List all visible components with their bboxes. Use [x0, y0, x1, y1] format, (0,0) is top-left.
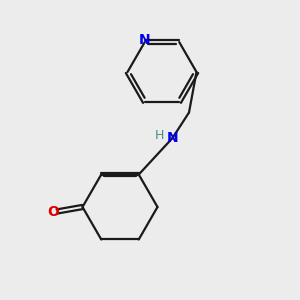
Text: H: H	[155, 129, 165, 142]
Text: O: O	[47, 205, 59, 218]
Text: N: N	[139, 33, 151, 47]
Text: N: N	[167, 131, 178, 145]
